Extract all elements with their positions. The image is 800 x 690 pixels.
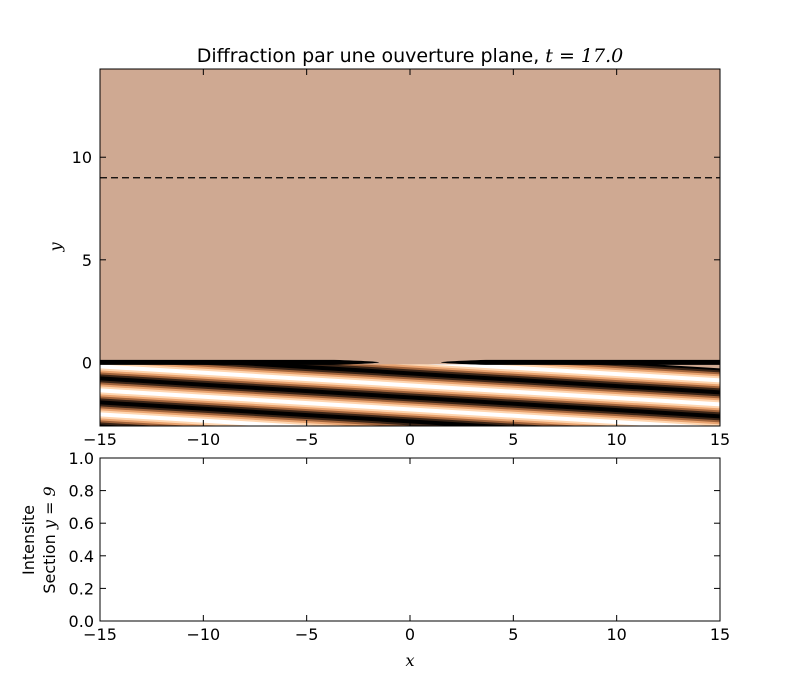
- wave-band: [100, 410, 355, 426]
- wave-band: [100, 372, 720, 413]
- heatmap-panel: −15 −10 −5 0 5 10 15 0 5 10 y: [46, 68, 730, 449]
- x-tick-label: −10: [186, 430, 220, 449]
- y-tick-label: 0: [82, 353, 92, 372]
- wave-band: [100, 386, 720, 426]
- wave-band: [100, 412, 322, 426]
- wave-band: [100, 396, 583, 426]
- heatmap-ticks: −15 −10 −5 0 5 10 15 0 5 10: [72, 69, 730, 449]
- wave-band: [612, 364, 720, 371]
- wave-band: [100, 384, 720, 425]
- heatmap-y-axis-label: y: [46, 242, 65, 253]
- intensity-y-axis-label: Intensite Section y = 9: [19, 486, 59, 593]
- wave-band: [100, 394, 616, 426]
- y-tick-label: 10: [72, 148, 92, 167]
- wave-band: [100, 416, 257, 426]
- x-tick-label: 0: [405, 430, 415, 449]
- x-tick-label: 10: [606, 430, 626, 449]
- intensity-x-axis-label: x: [405, 651, 414, 670]
- svg-text:Intensite: Intensite: [19, 505, 38, 575]
- y-tick-label: 0.8: [69, 482, 94, 501]
- wave-band: [100, 414, 290, 426]
- intensity-ticks: −15 −10 −5 0 5 10 15 0.0 0.2 0.4 0.6 0.8 1.0: [69, 449, 731, 644]
- wave-band: [100, 398, 551, 426]
- x-tick-label: 10: [606, 625, 626, 644]
- wave-band: [100, 368, 720, 409]
- screen-left: [100, 359, 379, 365]
- x-tick-label: −10: [186, 625, 220, 644]
- wave-band: [100, 418, 225, 426]
- screen-right: [441, 359, 720, 365]
- wave-band: [100, 366, 720, 407]
- x-tick-label: 5: [508, 430, 518, 449]
- wave-band: [100, 382, 720, 423]
- wave-band: [100, 364, 720, 405]
- wave-band: [579, 364, 720, 373]
- x-tick-label: −5: [295, 430, 319, 449]
- svg-text:Section y = 9: Section y = 9: [40, 486, 59, 593]
- wave-band: [100, 406, 420, 426]
- x-tick-label: 15: [710, 430, 730, 449]
- y-tick-label: 0.4: [69, 547, 94, 566]
- wave-band: [100, 392, 649, 426]
- intensity-frame: [99, 457, 721, 622]
- incident-wave: [100, 364, 720, 426]
- wave-band: [100, 370, 720, 411]
- x-tick-label: −5: [295, 625, 319, 644]
- wave-band: [100, 376, 720, 417]
- x-tick-label: 15: [710, 625, 730, 644]
- wave-band: [100, 404, 453, 426]
- wave-band: [100, 388, 714, 426]
- wave-band: [100, 374, 720, 415]
- wave-band: [100, 408, 388, 426]
- wave-band: [100, 378, 720, 419]
- y-tick-label: 0.6: [69, 514, 94, 533]
- x-tick-label: −15: [83, 625, 117, 644]
- x-tick-label: 5: [508, 625, 518, 644]
- x-tick-label: −15: [83, 430, 117, 449]
- x-tick-label: 0: [405, 625, 415, 644]
- wave-band: [100, 420, 192, 426]
- y-tick-label: 0.0: [69, 612, 94, 631]
- wave-band: [100, 380, 720, 421]
- wave-band: [100, 390, 681, 426]
- wave-band: [100, 402, 486, 426]
- y-tick-label: 5: [82, 251, 92, 270]
- y-tick-label: 0.2: [69, 579, 94, 598]
- y-tick-label: 1.0: [69, 449, 94, 468]
- wave-band: [100, 400, 518, 426]
- intensity-panel: −15 −10 −5 0 5 10 15 0.0 0.2 0.4 0.6 0.8 1.0 x Inten…: [19, 449, 730, 670]
- wave-band: [100, 422, 159, 426]
- chart-title: Diffraction par une ouverture plane, t =…: [197, 45, 623, 67]
